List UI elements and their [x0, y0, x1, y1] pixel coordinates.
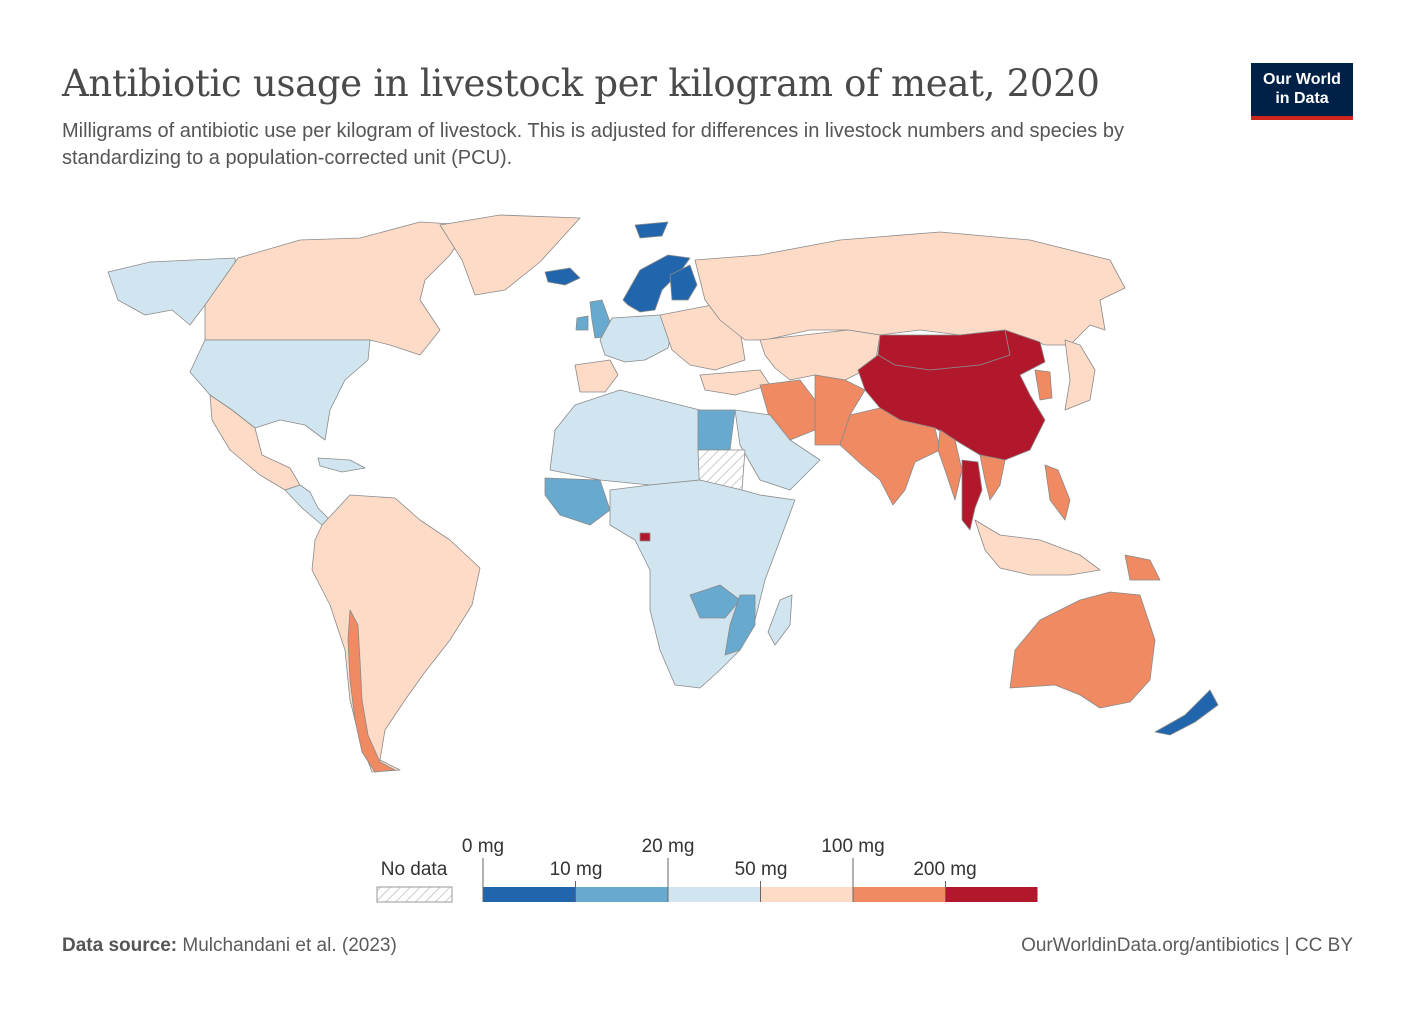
region-new-zealand[interactable]: [1155, 690, 1218, 735]
region-west-africa[interactable]: [545, 478, 610, 525]
region-iceland[interactable]: [545, 268, 580, 285]
region-western-europe[interactable]: [600, 315, 672, 362]
region-south-america[interactable]: [312, 495, 480, 772]
chart-subtitle: Milligrams of antibiotic use per kilogra…: [62, 118, 1192, 172]
legend-bin-0-10: [483, 887, 576, 902]
legend-no-data-label: No data: [381, 859, 448, 880]
region-vietnam[interactable]: [980, 455, 1005, 500]
region-caribbean[interactable]: [318, 458, 365, 472]
region-svalbard[interactable]: [635, 222, 668, 238]
logo-line-1: Our World: [1251, 70, 1353, 89]
legend-bin-10-20: [576, 887, 669, 902]
region-iberia[interactable]: [575, 360, 618, 392]
data-source-text: Mulchandani et al. (2023): [182, 935, 396, 956]
region-equatorial-guinea[interactable]: [640, 533, 650, 541]
region-australia[interactable]: [1010, 592, 1155, 708]
legend-bin-50-100: [761, 887, 854, 902]
legend-bin-20-50: [668, 887, 761, 902]
legend-tick-200mg: 200 mg: [913, 859, 976, 880]
region-egypt[interactable]: [698, 410, 735, 450]
legend-tick-10mg: 10 mg: [550, 859, 603, 880]
region-russia[interactable]: [695, 232, 1125, 345]
data-source: Data source: Mulchandani et al. (2023): [62, 935, 397, 957]
color-legend: No data 0 mg 10 mg 20 mg 50 mg 100 mg 20…: [360, 830, 1060, 910]
region-north-africa[interactable]: [550, 390, 700, 485]
world-map: [90, 205, 1250, 795]
region-japan[interactable]: [1065, 340, 1095, 410]
region-indonesia[interactable]: [975, 520, 1100, 575]
legend-tick-0mg: 0 mg: [462, 836, 504, 857]
region-madagascar[interactable]: [768, 595, 792, 645]
region-philippines[interactable]: [1045, 465, 1070, 520]
data-source-label: Data source:: [62, 935, 177, 956]
region-thailand[interactable]: [962, 460, 982, 530]
region-turkey[interactable]: [700, 370, 770, 395]
region-papua-new-guinea[interactable]: [1125, 555, 1160, 580]
legend-tick-50mg: 50 mg: [735, 859, 788, 880]
legend-bin-200-plus: [946, 887, 1038, 902]
owid-logo[interactable]: Our World in Data: [1251, 63, 1353, 120]
chart-title: Antibiotic usage in livestock per kilogr…: [62, 62, 1100, 105]
region-canada[interactable]: [205, 222, 470, 355]
logo-line-2: in Data: [1251, 89, 1353, 108]
region-korea[interactable]: [1035, 370, 1052, 400]
legend-tick-100mg: 100 mg: [821, 836, 884, 857]
region-sub-saharan-africa[interactable]: [610, 480, 795, 688]
region-ireland[interactable]: [576, 316, 588, 330]
legend-tick-20mg: 20 mg: [642, 836, 695, 857]
legend-no-data-swatch: [377, 887, 452, 902]
legend-bin-100-200: [853, 887, 946, 902]
source-url-link[interactable]: OurWorldinData.org/antibiotics | CC BY: [1021, 935, 1353, 957]
region-central-america[interactable]: [285, 485, 330, 525]
